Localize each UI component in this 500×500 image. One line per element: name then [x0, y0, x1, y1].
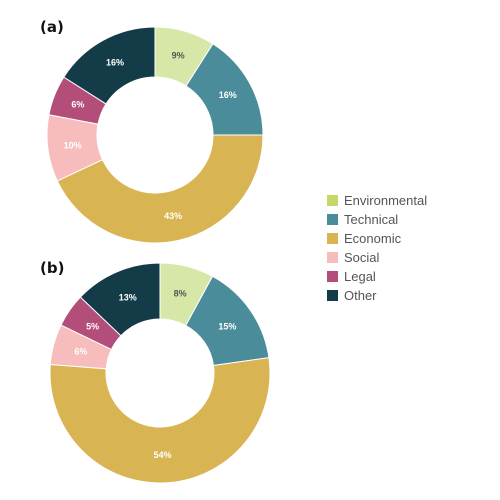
- legend-label-social: Social: [344, 250, 380, 265]
- slice-other: [79, 262, 161, 337]
- legend-label-technical: Technical: [344, 212, 398, 227]
- slice-economic: [56, 134, 264, 244]
- legend-swatch-economic: [327, 233, 338, 244]
- slice-label-legal: 5%: [86, 321, 99, 331]
- slice-other: [63, 26, 156, 105]
- slice-label-environmental: 9%: [172, 50, 185, 60]
- legend-swatch-social: [327, 252, 338, 263]
- slice-economic: [49, 357, 271, 484]
- slice-label-environmental: 8%: [174, 289, 187, 299]
- legend-swatch-legal: [327, 271, 338, 282]
- donut-chart-a: 9% 16% 43% 10% 6% 16% (a): [40, 18, 264, 244]
- slice-label-legal: 6%: [71, 99, 84, 109]
- legend-label-economic: Economic: [344, 231, 402, 246]
- legend-label-other: Other: [344, 288, 377, 303]
- legend-label-legal: Legal: [344, 269, 376, 284]
- slice-label-social: 10%: [64, 140, 82, 150]
- legend: Environmental Technical Economic Social Lega…: [327, 193, 427, 303]
- slice-label-other: 13%: [119, 293, 137, 303]
- legend-swatch-environmental: [327, 195, 338, 206]
- legend-label-environmental: Environmental: [344, 193, 427, 208]
- panel-label: (b): [40, 259, 64, 277]
- slice-label-technical: 15%: [218, 321, 236, 331]
- slice-label-social: 6%: [74, 347, 87, 357]
- legend-swatch-other: [327, 290, 338, 301]
- slice-label-technical: 16%: [219, 90, 237, 100]
- legend-swatch-technical: [327, 214, 338, 225]
- donut-chart-b: 8% 15% 54% 6% 5% 13% (b): [40, 259, 271, 484]
- panel-label: (a): [40, 18, 64, 36]
- slice-label-economic: 54%: [154, 450, 172, 460]
- slice-label-other: 16%: [106, 57, 124, 67]
- slice-label-economic: 43%: [164, 211, 182, 221]
